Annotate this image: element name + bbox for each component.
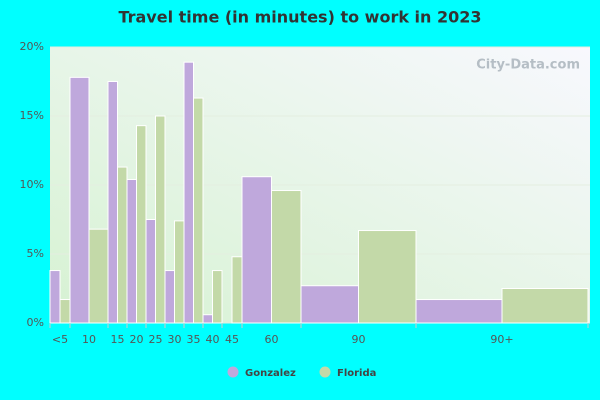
- x-tick-label: 10: [82, 333, 96, 346]
- bar: [241, 176, 272, 324]
- bar: [358, 230, 417, 324]
- x-tick-label: 45: [225, 333, 239, 346]
- y-tick-label: 15%: [20, 109, 44, 122]
- legend-swatch: [227, 366, 239, 378]
- bar: [164, 270, 175, 324]
- bar: [183, 61, 194, 324]
- bar: [49, 270, 61, 324]
- x-tick-label: 20: [130, 333, 144, 346]
- legend-swatch: [319, 366, 331, 378]
- y-tick-label: 10%: [20, 178, 44, 191]
- x-tick-label: 35: [187, 333, 201, 346]
- y-tick-label: 0%: [27, 316, 44, 329]
- legend-label: Florida: [337, 368, 376, 379]
- bar: [155, 115, 166, 324]
- bar: [107, 81, 118, 324]
- bar: [202, 314, 213, 324]
- bar: [117, 166, 128, 324]
- bar: [415, 299, 503, 324]
- bar: [145, 219, 156, 324]
- y-tick-label: 5%: [27, 247, 44, 260]
- x-tick-label: 60: [265, 333, 279, 346]
- watermark: City-Data.com: [476, 58, 580, 73]
- bar: [88, 228, 109, 324]
- bar: [69, 76, 90, 324]
- bar: [231, 256, 243, 324]
- bar: [501, 288, 589, 324]
- legend-label: Gonzalez: [245, 368, 296, 379]
- bar: [136, 125, 147, 324]
- chart-title: Travel time (in minutes) to work in 2023: [118, 8, 481, 27]
- bar: [271, 190, 302, 324]
- bar: [193, 97, 204, 324]
- x-tick-label: 90: [352, 333, 366, 346]
- bar: [300, 285, 359, 324]
- x-tick-label: 30: [168, 333, 182, 346]
- x-tick-label: 15: [111, 333, 125, 346]
- y-tick-label: 20%: [20, 40, 44, 53]
- bar: [174, 220, 185, 324]
- x-tick-label: 25: [149, 333, 163, 346]
- x-tick-label: 40: [206, 333, 220, 346]
- bar: [59, 299, 71, 324]
- bar: [212, 270, 223, 324]
- x-tick-label: 90+: [490, 333, 513, 346]
- bar: [126, 178, 137, 324]
- x-tick-label: <5: [52, 333, 68, 346]
